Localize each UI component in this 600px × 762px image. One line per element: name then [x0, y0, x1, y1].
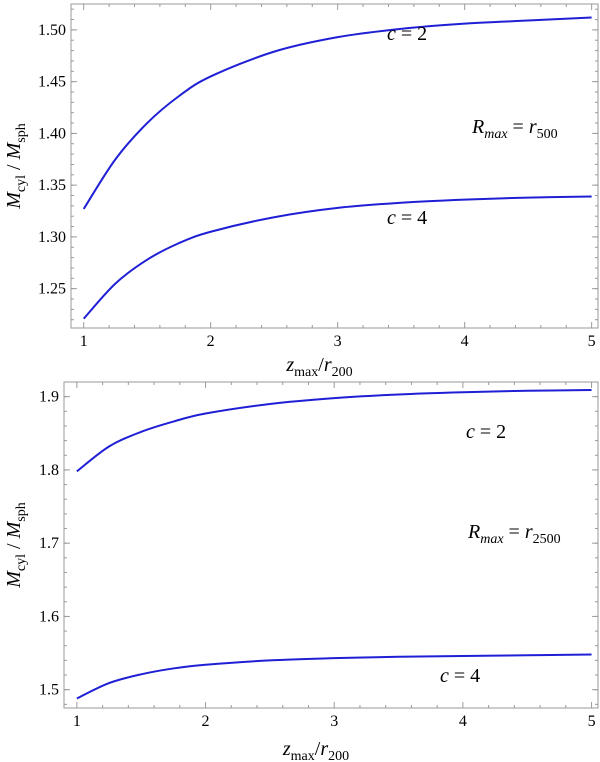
series-label: c = 4: [387, 207, 427, 229]
y-axis-label: Mcyl / Msph: [3, 123, 29, 209]
y-tick-label: 1.7: [39, 535, 59, 552]
x-axis-label: zmax/r200: [282, 738, 349, 762]
y-tick-label: 1.9: [39, 389, 59, 406]
y-tick-label: 1.30: [38, 229, 66, 246]
x-tick-label: 4: [459, 713, 467, 730]
y-tick-label: 1.40: [38, 125, 66, 142]
plot-frame: [63, 381, 599, 709]
y-axis-label: Mcyl / Msph: [3, 502, 29, 588]
series-label: c = 2: [387, 23, 427, 45]
x-tick-label: 4: [461, 333, 469, 350]
series-line-1: [82, 16, 592, 210]
x-tick-label: 3: [330, 713, 338, 730]
y-tick-label: 1.8: [39, 462, 59, 479]
y-tick-label: 1.45: [38, 74, 66, 91]
y-tick-label: 1.25: [38, 281, 66, 298]
plot-frame: [70, 3, 599, 329]
chart-panel-1: 1 2 3 4 5 1.25 1.30 1.35 1.40 1.45 1.50 c = 2 c = 4 R…: [3, 3, 599, 380]
x-tick-label: 1: [73, 713, 81, 730]
y-tick-label: 1.5: [39, 682, 59, 699]
x-tick-label: 3: [334, 333, 342, 350]
series-line-1: [76, 389, 592, 473]
x-tick-label: 2: [207, 333, 215, 350]
chart-panel-2: 1 2 3 4 5 1.5 1.6 1.7 1.8 1.9 c = 2 c = 4 Rmax = r25…: [3, 381, 599, 762]
x-tick-label: 2: [202, 713, 210, 730]
series-line-2: [76, 653, 592, 700]
x-axis-label: zmax/r200: [285, 354, 352, 380]
series-label: c = 4: [440, 665, 480, 687]
rmax-annotation: Rmax = r500: [471, 116, 558, 142]
series-label: c = 2: [466, 421, 506, 443]
y-tick-label: 1.50: [38, 22, 66, 39]
x-tick-label: 5: [588, 713, 596, 730]
y-tick-label: 1.35: [38, 177, 66, 194]
series-line-2: [82, 195, 592, 320]
rmax-annotation: Rmax = r2500: [467, 521, 561, 547]
y-tick-label: 1.6: [39, 608, 59, 625]
x-tick-label: 5: [588, 333, 596, 350]
x-tick-label: 1: [80, 333, 88, 350]
